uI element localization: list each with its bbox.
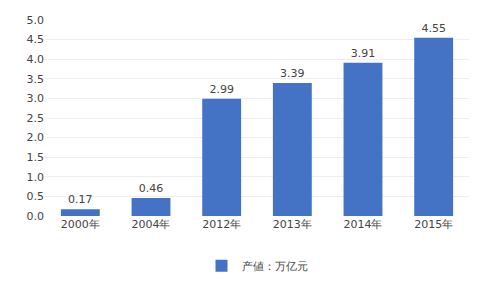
svg-text:0.0: 0.0 [27,210,45,223]
svg-text:2.0: 2.0 [27,131,45,144]
svg-text:2000年: 2000年 [61,218,100,231]
svg-text:2.99: 2.99 [209,83,234,96]
svg-text:3.39: 3.39 [280,67,305,80]
svg-text:产値：万亿元: 产値：万亿元 [242,260,308,273]
svg-text:2015年: 2015年 [414,218,453,231]
svg-text:3.0: 3.0 [27,92,45,105]
svg-text:3.5: 3.5 [27,73,45,86]
svg-text:4.5: 4.5 [27,33,45,46]
svg-text:2013年: 2013年 [273,218,312,231]
svg-text:1.0: 1.0 [27,171,45,184]
svg-text:5.0: 5.0 [27,14,45,27]
svg-text:0.5: 0.5 [27,190,45,203]
svg-text:2012年: 2012年 [202,218,241,231]
svg-text:3.91: 3.91 [351,47,376,60]
svg-text:0.46: 0.46 [139,182,164,195]
svg-text:2004年: 2004年 [132,218,171,231]
svg-text:4.55: 4.55 [421,22,446,35]
svg-text:2.5: 2.5 [27,112,45,125]
svg-text:0.17: 0.17 [68,193,93,206]
svg-text:2014年: 2014年 [344,218,383,231]
svg-text:1.5: 1.5 [27,151,45,164]
svg-text:4.0: 4.0 [27,53,45,66]
